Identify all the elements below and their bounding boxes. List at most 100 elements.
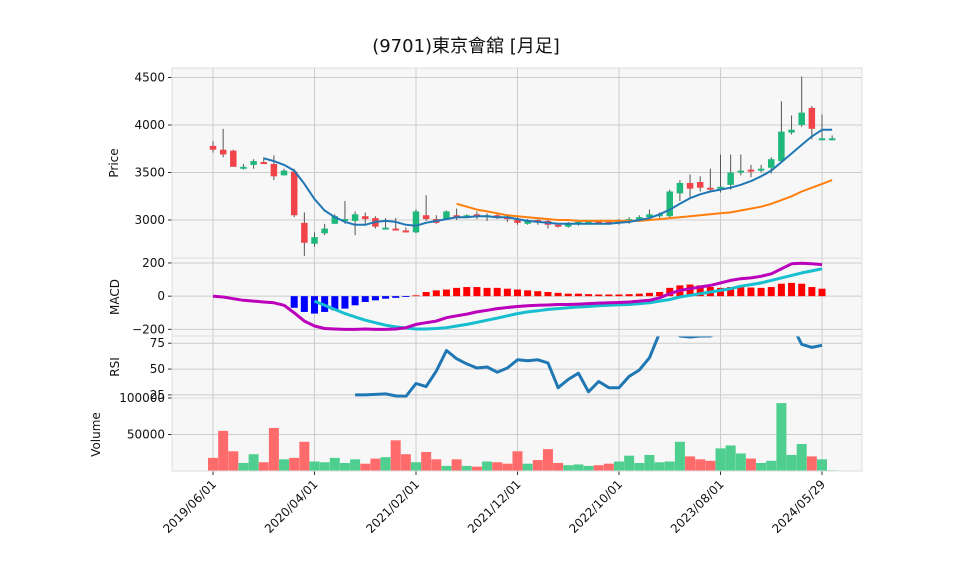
macd-hist-bar [585, 294, 593, 297]
candle-body [280, 170, 288, 176]
volume-ylabel: Volume [89, 412, 103, 457]
macd-hist-bar [564, 293, 572, 297]
volume-bar [624, 455, 635, 471]
rsi-y-tick-label: 50 [150, 362, 165, 376]
macd-hist-bar [717, 287, 724, 297]
volume-bar [725, 445, 736, 471]
macd-hist-bar [666, 287, 674, 297]
candle-body [402, 230, 410, 233]
candle-body [331, 216, 339, 224]
candle-body [301, 222, 308, 243]
candle-body [707, 187, 714, 190]
volume-bar [786, 454, 797, 471]
volume-bar [614, 461, 624, 471]
volume-bar [421, 452, 432, 471]
macd-marks [212, 261, 826, 331]
macd-hist-bar [361, 296, 369, 302]
volume-bar [370, 458, 381, 471]
macd-ylabel: MACD [108, 279, 122, 315]
macd-hist-bar [392, 296, 400, 298]
volume-bar [380, 457, 391, 471]
candle-body [392, 228, 399, 231]
volume-bar [553, 462, 564, 471]
candle-body [565, 223, 572, 227]
volume-bar [745, 458, 756, 471]
macd-hist-bar [645, 292, 653, 297]
rsi-marks [355, 336, 823, 398]
volume-bar [319, 462, 330, 471]
candle-body [747, 169, 755, 172]
macd-hist-bar [757, 287, 765, 297]
volume-bar [644, 454, 655, 471]
price-y-tick-label: 4000 [134, 118, 165, 132]
candle-body [240, 166, 247, 169]
volume-panel-border [171, 397, 863, 472]
candle-body [686, 182, 694, 189]
volume-bar [461, 465, 472, 471]
macd-hist-bar [341, 296, 349, 309]
candle-body [636, 217, 643, 220]
volume-bar [796, 443, 807, 471]
macd-hist-bar [432, 290, 440, 297]
macd-hist-bar [371, 296, 379, 301]
macd-hist-bar [788, 282, 796, 297]
volume-bar [451, 459, 462, 471]
candle-body [595, 220, 602, 223]
candle-body [778, 131, 785, 162]
macd-hist-bar [453, 287, 461, 297]
macd-hist-bar [514, 289, 521, 297]
volume-bar [654, 462, 665, 471]
candle-body [219, 149, 227, 155]
volume-bar [593, 465, 604, 471]
rsi-ylabel: RSI [108, 357, 122, 377]
volume-bar [542, 449, 553, 471]
volume-bar [299, 441, 310, 471]
volume-bar [279, 459, 290, 471]
volume-bar [218, 430, 229, 471]
candle-body [362, 216, 369, 220]
volume-bar [390, 440, 401, 471]
macd-hist-bar [656, 292, 664, 297]
volume-bar [471, 466, 482, 471]
volume-bar [238, 462, 249, 471]
candle-body [230, 150, 237, 167]
x-tick-label: 2023/08/01 [668, 477, 727, 536]
macd-hist-bar [595, 294, 603, 297]
volume-bar [329, 457, 340, 471]
volume-y-tick-label: 100000 [119, 391, 165, 405]
candle-body [341, 219, 349, 222]
volume-y-tick-label: 50000 [127, 428, 165, 442]
macd-hist-bar [767, 287, 775, 297]
volume-bar [685, 456, 696, 471]
candle-body [443, 211, 450, 220]
volume-bar [563, 465, 574, 471]
macd-hist-bar [483, 287, 491, 297]
volume-bar [228, 451, 239, 471]
macd-hist-bar [737, 287, 745, 297]
macd-hist-bar [300, 296, 308, 312]
volume-bar [634, 462, 645, 471]
candle-body [290, 171, 298, 216]
macd-hist-bar [290, 296, 298, 308]
candle-body [818, 138, 826, 141]
ma-short-line [263, 128, 833, 227]
macd-hist-bar [747, 287, 755, 297]
macd-hist-bar [493, 287, 501, 297]
macd-hist-bar [473, 287, 481, 297]
candle-body [422, 215, 430, 220]
macd-hist-bar [554, 292, 562, 297]
volume-bar [268, 427, 279, 471]
candle-body [808, 107, 816, 129]
chart-title: (9701)東京會舘 [月足] [372, 36, 560, 57]
macd-hist-bar [331, 296, 339, 311]
volume-bar [583, 465, 594, 471]
volume-bar [411, 462, 421, 471]
candle-body [351, 214, 359, 221]
candle-body [828, 138, 836, 141]
volume-bar [664, 461, 675, 471]
volume-bar [431, 459, 442, 471]
macd-hist-bar [524, 290, 532, 297]
x-tick-label: 2019/06/01 [160, 477, 219, 536]
macd-hist-bar [351, 296, 359, 306]
